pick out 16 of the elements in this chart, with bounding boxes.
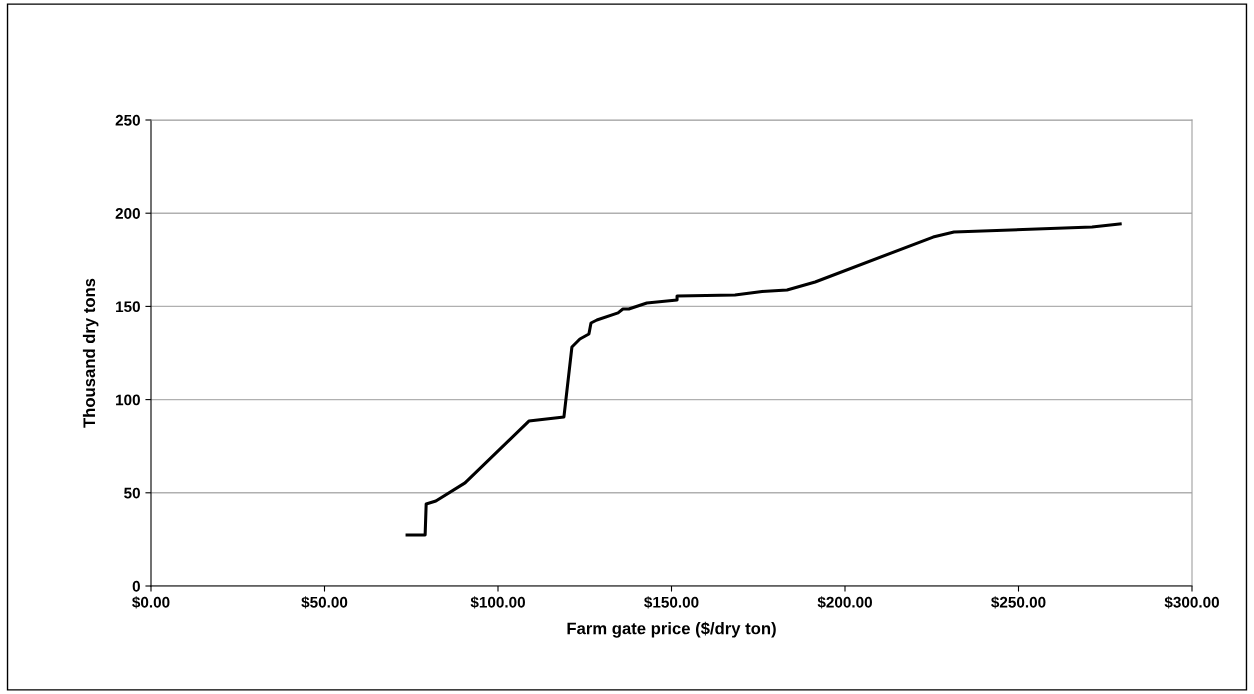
- x-tick-label: $100.00: [470, 596, 525, 609]
- line-series: [405, 222, 1122, 537]
- y-tick-label: 200: [115, 208, 140, 219]
- x-tick-label: $200.00: [817, 596, 872, 609]
- x-tick-label: $250.00: [991, 596, 1046, 609]
- x-tick-label: $300.00: [1164, 596, 1219, 609]
- x-tick-label: $150.00: [644, 596, 699, 609]
- y-axis-title: Thousand dry tons: [82, 278, 99, 428]
- y-tick-label: 50: [124, 487, 140, 499]
- x-axis-title: Farm gate price ($/dry ton): [567, 621, 776, 638]
- x-tick-label: $0.00: [132, 596, 170, 609]
- y-tick-label: 250: [115, 114, 140, 126]
- x-tick-label: $50.00: [301, 596, 348, 609]
- y-tick-label: 100: [116, 394, 140, 406]
- y-tick-label: 150: [116, 301, 140, 313]
- y-tick-label: 0: [132, 580, 140, 592]
